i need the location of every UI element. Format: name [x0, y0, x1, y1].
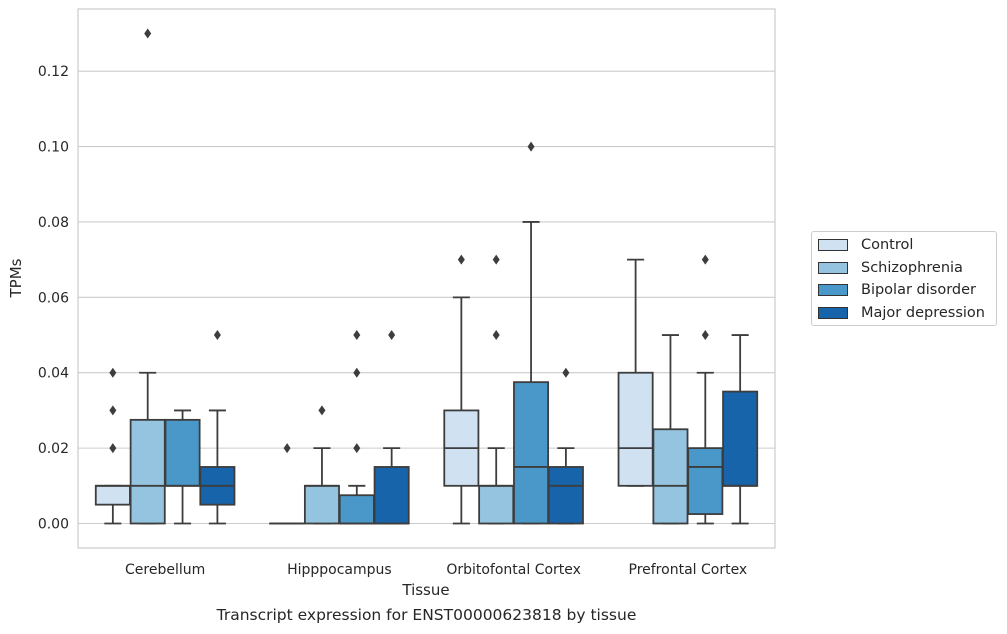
y-axis-label: TPMs [7, 258, 25, 298]
outlier-point [144, 28, 152, 39]
legend-swatch-control [818, 239, 848, 251]
legend: Control Schizophrenia Bipolar disorder M… [811, 231, 997, 326]
legend-label-schizophrenia: Schizophrenia [861, 260, 963, 276]
box-group [303, 405, 340, 525]
legend-item-schizophrenia: Schizophrenia [818, 258, 963, 278]
outlier-point [492, 330, 500, 341]
box-series [94, 28, 759, 525]
legend-swatch-schizophrenia [818, 262, 848, 274]
outlier-point [213, 330, 221, 341]
x-tick-label: Prefrontal Cortex [629, 562, 748, 578]
outlier-point [353, 443, 361, 454]
box-group [338, 330, 375, 525]
box [94, 484, 131, 506]
x-tick-label: Hipppocampus [287, 562, 392, 578]
x-tick-label: Orbitofontal Cortex [446, 562, 581, 578]
box-group [652, 334, 689, 525]
outlier-point [527, 141, 535, 152]
legend-label-bipolar-disorder: Bipolar disorder [861, 282, 976, 298]
y-tick-label: 0.08 [38, 215, 69, 231]
legend-swatch-bipolar-disorder [818, 284, 848, 296]
box [722, 390, 759, 487]
y-axis-ticks: 0.00 0.02 0.04 0.06 0.08 0.10 0.12 [38, 64, 69, 532]
legend-item-control: Control [818, 235, 913, 255]
plot-frame [77, 8, 776, 549]
outlier-point [562, 367, 570, 378]
x-tick-label: Cerebellum [125, 562, 205, 578]
box [617, 371, 654, 487]
outlier-point [318, 405, 326, 416]
box-group [94, 367, 131, 525]
outlier-point [109, 405, 117, 416]
outlier-point [701, 254, 709, 265]
y-tick-label: 0.02 [38, 441, 69, 457]
box-group [617, 258, 654, 487]
box [373, 466, 410, 525]
outlier-point [283, 443, 291, 454]
legend-swatch-major-depression [818, 307, 848, 319]
box-group [129, 28, 166, 525]
outlier-point [353, 367, 361, 378]
box [687, 447, 724, 515]
x-axis-ticks: Cerebellum Hipppocampus Orbitofontal Corte… [125, 562, 747, 578]
box-group [269, 443, 306, 525]
outlier-point [353, 330, 361, 341]
legend-item-bipolar-disorder: Bipolar disorder [818, 280, 976, 300]
outlier-point [457, 254, 465, 265]
box [513, 381, 550, 525]
outlier-point [388, 330, 396, 341]
y-tick-label: 0.12 [38, 64, 69, 80]
y-tick-label: 0.10 [38, 140, 69, 156]
y-tick-label: 0.04 [38, 366, 69, 382]
outlier-point [109, 443, 117, 454]
outlier-point [109, 367, 117, 378]
y-tick-label: 0.06 [38, 290, 69, 306]
box-group [687, 254, 724, 525]
legend-label-control: Control [861, 237, 914, 253]
box-group [373, 330, 410, 525]
box-group [478, 254, 515, 525]
box-group [443, 254, 480, 525]
box [303, 484, 340, 525]
x-axis-label: Tissue [401, 581, 449, 599]
outlier-point [492, 254, 500, 265]
box-group [164, 409, 201, 525]
box [652, 428, 689, 525]
figure-caption: Transcript expression for ENST0000062381… [216, 606, 637, 624]
box [129, 418, 166, 525]
outlier-point [701, 330, 709, 341]
box-group [513, 141, 550, 525]
y-tick-label: 0.00 [38, 517, 69, 533]
legend-item-major-depression: Major depression [818, 303, 985, 323]
box-group [199, 330, 236, 525]
box-group [722, 334, 759, 525]
box [338, 494, 375, 525]
box [164, 418, 201, 487]
legend-label-major-depression: Major depression [861, 305, 985, 321]
box-group [547, 367, 584, 525]
box [478, 484, 515, 525]
box [547, 466, 584, 525]
